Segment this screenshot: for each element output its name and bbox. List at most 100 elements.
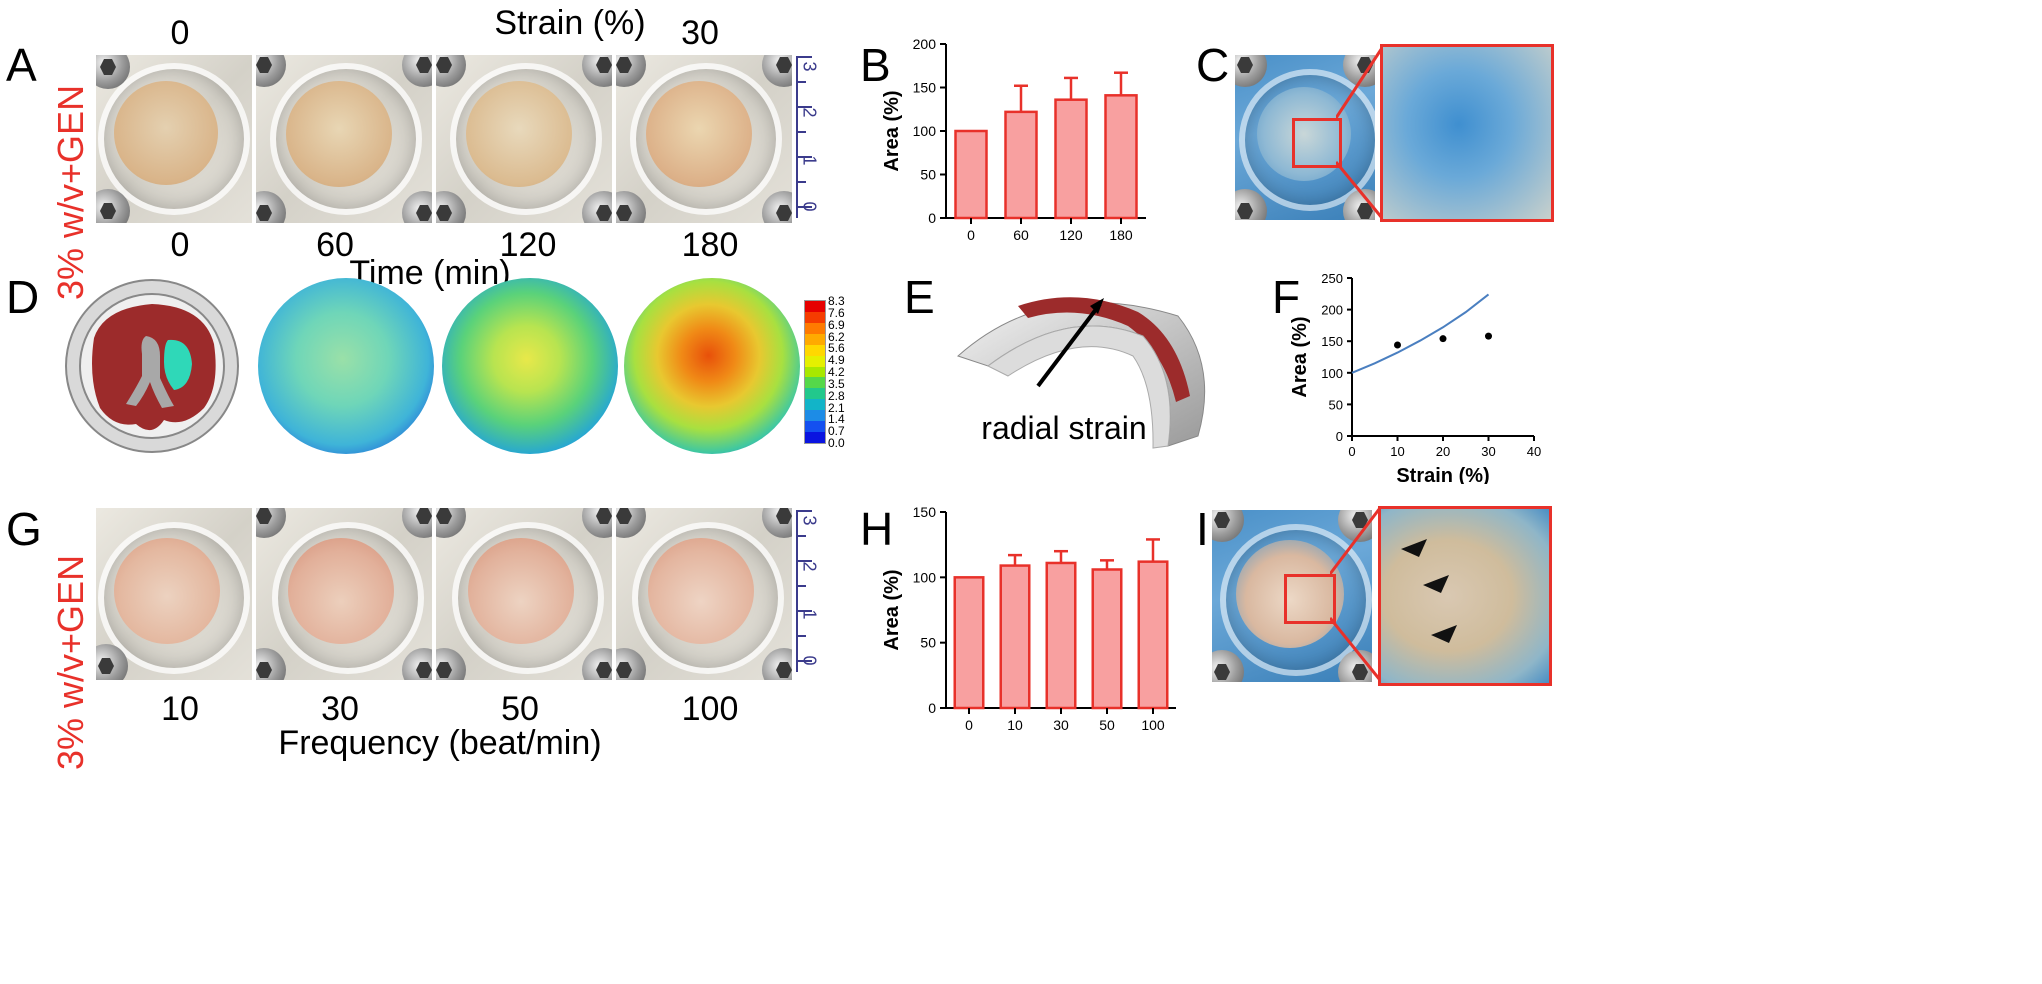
x-tick-label: 20 [1436,444,1450,459]
y-tick-label: 0 [928,700,936,716]
color-scale-label: 1.4 [828,412,845,427]
color-swatch [805,399,825,411]
zoom-region-marker-i [1284,574,1336,624]
color-scale-label: 4.9 [828,353,845,368]
ruler-number: 2 [799,107,820,118]
y-tick-label: 250 [1321,271,1343,286]
condition-label-g: 3% w/v+GEN [50,554,91,770]
color-swatch [805,344,825,356]
data-point [1394,341,1401,349]
tissue-photo-a-120 [436,55,612,223]
stained-tissue-photo-c [1235,55,1375,220]
strain-label-30: 30 [681,14,719,52]
panel-label-b: B [860,39,891,91]
zoom-connector-i [1330,507,1382,681]
arrowhead-icon [1431,625,1457,643]
color-scale-label: 7.6 [828,305,845,320]
strain-label-0: 0 [170,14,190,52]
ruler-number: 0 [799,201,820,212]
ruler-number: 0 [799,655,820,666]
panel-label-c: C [1196,39,1230,91]
color-swatch [805,377,825,389]
tissue-photo-g-100 [616,508,792,680]
panel-label-i: I [1196,503,1209,555]
color-swatch [805,301,825,312]
tissue-photo-g-30 [256,508,432,680]
tissue-photo-a-60 [256,55,432,223]
ruler-number: 1 [799,609,820,620]
color-swatch [805,355,825,367]
stained-tissue-photo-i [1212,510,1372,682]
y-tick-label: 0 [928,210,936,226]
tissue-photo-a-0 [96,55,252,223]
y-tick-label: 100 [913,123,937,139]
y-axis-label: Area (%) [1289,316,1311,397]
x-tick-label: 0 [967,227,975,243]
bar [1091,568,1123,710]
color-scale-label: 2.1 [828,400,845,415]
x-tick-label: 120 [1059,227,1083,243]
arrowheads-i [1401,539,1457,643]
bar [1054,98,1088,220]
frequency-axis-label: Frequency (beat/min) [278,724,602,762]
zoom-inset-c [1380,44,1554,222]
color-swatch [805,421,825,433]
y-tick-label: 50 [1329,397,1343,412]
freq-tick-100: 100 [681,690,739,728]
panel-label-h: H [860,503,894,555]
color-scale-label: 4.2 [828,365,845,380]
ruler-number: 3 [799,61,820,72]
color-scale-label: 6.2 [828,329,845,344]
color-scale-label: 0.0 [828,436,845,451]
tissue-photo-g-50 [436,508,612,680]
radial-strain-diagram-e [957,297,1206,449]
color-swatch [805,388,825,400]
bar [1104,94,1138,220]
x-tick-label: 100 [1141,717,1165,733]
color-swatch [805,333,825,345]
bar [1137,560,1169,710]
strain-map-mid [442,278,618,454]
color-scale-label: 8.3 [828,294,845,308]
time-tick-60: 60 [316,226,354,264]
y-tick-label: 50 [920,167,936,183]
time-tick-120: 120 [499,226,557,264]
model-curve [1351,293,1490,374]
panel-label-g: G [6,503,42,555]
x-tick-label: 40 [1527,444,1541,459]
color-swatch [805,322,825,334]
strain-map-low [258,278,434,454]
ruler-number: 2 [799,561,820,572]
y-tick-label: 150 [1321,334,1343,349]
tissue-schematic-d [65,279,239,453]
color-scale-label: 5.6 [828,341,845,356]
radial-strain-annotation: radial strain [981,410,1147,446]
time-tick-180: 180 [681,226,739,264]
color-swatch [805,432,825,443]
bar [953,576,985,710]
y-tick-label: 150 [913,80,937,96]
data-point [1439,335,1447,343]
bar-chart-h: 0 50 100 150 0 10 30 50 100 Area (%) [881,504,1176,733]
x-tick-label: 10 [1007,717,1023,733]
freq-tick-10: 10 [161,690,199,728]
x-tick-label: 30 [1481,444,1495,459]
y-tick-label: 200 [1321,303,1343,318]
color-scale-label: 3.5 [828,376,845,391]
bar [1004,110,1038,220]
scale-ruler-g: 3 2 1 0 [796,510,824,672]
condition-label-a: 3% w/v+GEN [50,84,91,300]
bar [999,564,1031,710]
y-tick-label: 100 [1321,366,1343,381]
color-swatch [805,366,825,378]
tissue-photo-a-180 [616,55,792,223]
color-scale-label: 2.8 [828,388,845,403]
freq-tick-30: 30 [321,690,359,728]
y-axis-label: Area (%) [881,569,903,650]
panel-label-f: F [1272,271,1301,323]
data-point [1485,332,1492,340]
ruler-number: 1 [799,155,820,166]
x-tick-label: 0 [965,717,973,733]
y-tick-label: 150 [913,504,937,520]
x-tick-label: 30 [1053,717,1069,733]
